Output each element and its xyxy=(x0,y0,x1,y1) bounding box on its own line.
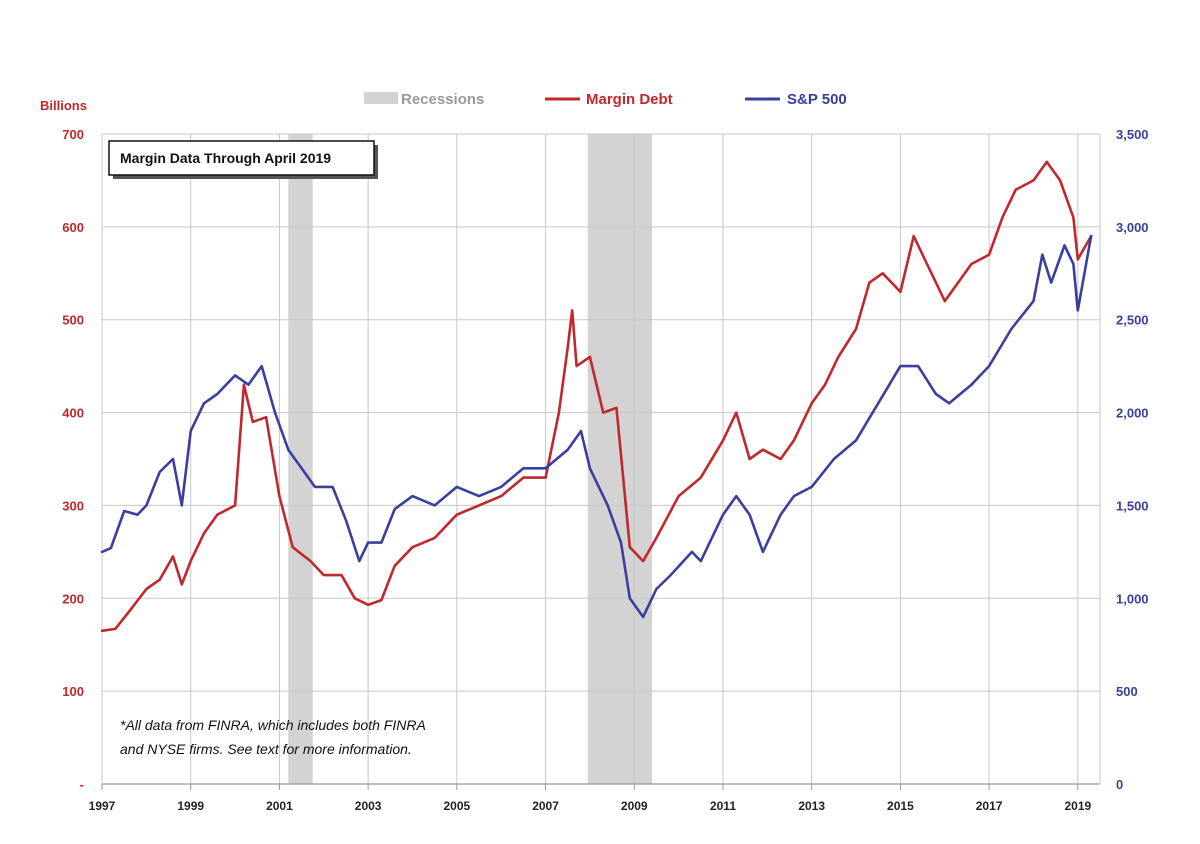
chart-title: Margin Data Through April 2019 xyxy=(120,150,331,166)
tick-labels: - 100 200 300 400 500 600 700 0 500 1,000 1,500 2,00… xyxy=(62,127,1148,813)
grid-lines xyxy=(102,133,1100,784)
y-right-tick-label: 1,000 xyxy=(1116,591,1149,606)
footnote-line-2: and NYSE firms. See text for more inform… xyxy=(120,741,412,757)
axes xyxy=(101,134,1101,790)
y-left-tick-label: 300 xyxy=(62,498,84,513)
y-left-tick-label: 700 xyxy=(62,127,84,142)
legend-sp500-label: S&P 500 xyxy=(787,91,847,108)
y-right-tick-label: 1,500 xyxy=(1116,498,1149,513)
y-right-tick-label: 2,500 xyxy=(1116,313,1149,328)
x-tick-label: 2017 xyxy=(976,799,1003,813)
x-tick-label: 2013 xyxy=(798,799,825,813)
x-tick-label: 2015 xyxy=(887,799,914,813)
y-right-tick-label: 2,000 xyxy=(1116,406,1149,421)
x-tick-label: 2007 xyxy=(532,799,559,813)
footnote: *All data from FINRA, which includes bot… xyxy=(120,717,426,757)
recession-band-1 xyxy=(587,134,653,784)
y-left-tick-label: 600 xyxy=(62,220,84,235)
x-tick-label: 2003 xyxy=(355,799,382,813)
margin-debt-line xyxy=(100,160,1093,633)
y-left-tick-label: 400 xyxy=(62,406,84,421)
footnote-line-1: *All data from FINRA, which includes bot… xyxy=(120,717,426,733)
sp500-line xyxy=(100,234,1093,619)
y-right-tick-label: 0 xyxy=(1116,777,1123,792)
legend-recession-swatch xyxy=(364,92,398,104)
recession-band-0 xyxy=(288,134,313,784)
legend: Recessions Margin Debt S&P 500 xyxy=(364,91,847,108)
y-left-tick-label: 500 xyxy=(62,313,84,328)
y-right-tick-label: 3,500 xyxy=(1116,127,1149,142)
y-right-tick-label: 500 xyxy=(1116,684,1138,699)
x-tick-label: 2005 xyxy=(443,799,470,813)
y-right-tick-label: 3,000 xyxy=(1116,220,1149,235)
x-tick-label: 2001 xyxy=(266,799,293,813)
series-lines xyxy=(100,160,1093,633)
title-box-frame xyxy=(108,140,375,176)
left-axis-label: Billions xyxy=(40,98,87,113)
y-left-tick-label: - xyxy=(80,777,84,792)
recession-bands xyxy=(288,134,653,784)
x-tick-label: 2019 xyxy=(1064,799,1091,813)
chart-title-box: Margin Data Through April 2019 xyxy=(108,140,378,179)
x-tick-label: 1999 xyxy=(177,799,204,813)
y-left-tick-label: 100 xyxy=(62,684,84,699)
x-tick-label: 1997 xyxy=(89,799,116,813)
x-tick-label: 2009 xyxy=(621,799,648,813)
legend-recessions-label: Recessions xyxy=(401,91,484,108)
legend-margin-debt-label: Margin Debt xyxy=(586,91,673,108)
x-tick-label: 2011 xyxy=(710,799,736,813)
y-left-tick-label: 200 xyxy=(62,591,84,606)
